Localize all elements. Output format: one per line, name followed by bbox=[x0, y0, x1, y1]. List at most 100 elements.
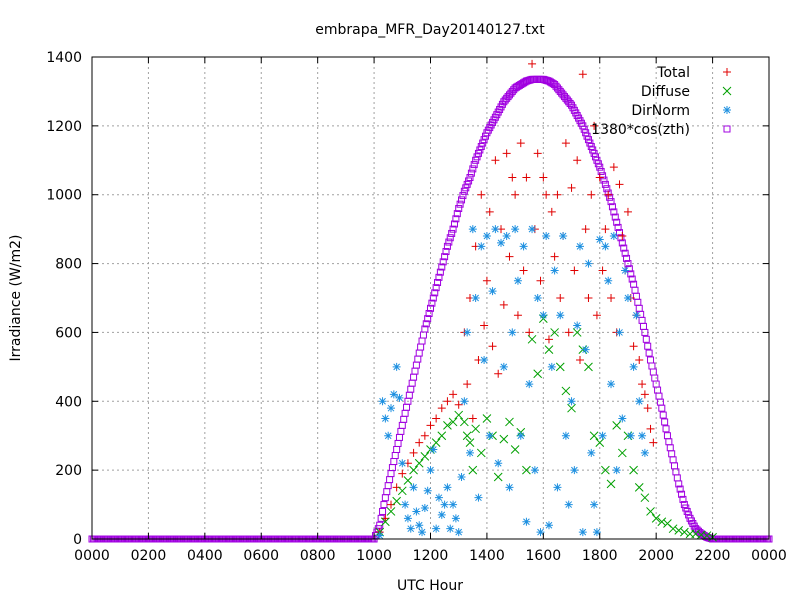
data-point bbox=[406, 524, 415, 533]
envelope-point bbox=[676, 485, 684, 493]
data-point bbox=[491, 225, 500, 234]
envelope-point bbox=[452, 215, 460, 223]
data-point bbox=[409, 465, 418, 475]
data-point bbox=[618, 232, 627, 241]
envelope-point bbox=[647, 356, 655, 364]
envelope-point bbox=[445, 238, 453, 246]
x-tick-label: 0000 bbox=[74, 548, 110, 564]
envelope-point bbox=[608, 203, 616, 211]
envelope-point bbox=[671, 462, 679, 470]
data-point bbox=[629, 362, 638, 371]
data-point bbox=[471, 424, 480, 434]
data-point bbox=[460, 397, 469, 406]
data-point bbox=[491, 156, 500, 165]
legend: Total Diffuse DirNorm 1380*cos(zth) bbox=[591, 65, 732, 138]
envelope-point bbox=[627, 270, 635, 278]
envelope-point bbox=[610, 208, 618, 216]
data-point bbox=[494, 369, 503, 378]
data-point bbox=[640, 493, 650, 503]
envelope-point bbox=[597, 167, 605, 175]
data-point bbox=[581, 225, 590, 234]
envelope-point bbox=[624, 260, 632, 268]
envelope-point bbox=[421, 325, 429, 333]
y-tick-label: 800 bbox=[55, 257, 82, 273]
data-point bbox=[570, 466, 579, 475]
envelope-point bbox=[395, 433, 403, 441]
envelope-point bbox=[603, 185, 611, 193]
envelope-point bbox=[621, 249, 629, 257]
data-point bbox=[556, 294, 565, 302]
axis-ticks bbox=[91, 56, 770, 540]
envelope-point bbox=[405, 391, 413, 399]
data-point bbox=[651, 513, 661, 523]
data-point bbox=[533, 294, 542, 302]
data-point bbox=[589, 431, 599, 441]
data-point bbox=[412, 507, 421, 516]
data-point bbox=[499, 300, 508, 309]
envelope-point bbox=[673, 474, 681, 482]
data-point bbox=[570, 266, 579, 275]
envelope-point bbox=[412, 361, 420, 369]
data-point bbox=[437, 431, 447, 441]
data-point bbox=[680, 527, 689, 537]
data-point bbox=[584, 259, 593, 268]
data-point bbox=[550, 252, 559, 261]
data-point bbox=[423, 486, 432, 495]
data-point bbox=[508, 173, 517, 182]
envelope-point bbox=[415, 349, 423, 357]
data-point bbox=[544, 335, 553, 344]
envelope-point bbox=[442, 248, 450, 256]
envelope-point bbox=[649, 368, 657, 376]
data-point bbox=[449, 390, 458, 399]
data-point bbox=[392, 496, 402, 506]
series-2 bbox=[375, 225, 649, 540]
data-point bbox=[403, 476, 413, 485]
data-point bbox=[533, 149, 542, 158]
envelope-point bbox=[438, 263, 446, 271]
data-point bbox=[634, 483, 644, 492]
data-point bbox=[578, 70, 587, 79]
envelope-point bbox=[651, 374, 659, 382]
data-point bbox=[601, 465, 610, 475]
legend-marker bbox=[723, 68, 731, 76]
envelope-point bbox=[390, 458, 398, 466]
legend-label: DirNorm bbox=[631, 103, 690, 119]
data-point bbox=[420, 504, 429, 513]
envelope-point bbox=[656, 398, 664, 406]
data-point bbox=[462, 431, 472, 441]
data-point bbox=[519, 242, 528, 251]
envelope-point bbox=[661, 418, 669, 426]
data-point bbox=[573, 156, 582, 165]
data-point bbox=[488, 342, 497, 351]
data-point bbox=[522, 173, 531, 182]
data-point bbox=[437, 404, 446, 413]
y-tick-label: 0 bbox=[73, 532, 82, 548]
x-tick-label: 1000 bbox=[356, 548, 392, 564]
envelope-point bbox=[458, 196, 466, 204]
data-point bbox=[420, 452, 430, 461]
data-point bbox=[530, 466, 539, 475]
y-tick-label: 200 bbox=[55, 463, 82, 479]
envelope-point bbox=[411, 367, 419, 375]
envelope-point bbox=[600, 176, 608, 184]
data-point bbox=[623, 294, 632, 302]
envelope-point bbox=[397, 427, 405, 435]
data-point bbox=[505, 417, 514, 427]
envelope-point bbox=[631, 286, 639, 294]
envelope-point bbox=[666, 444, 674, 452]
envelope-point bbox=[662, 425, 670, 433]
data-point bbox=[528, 225, 537, 234]
data-point bbox=[646, 424, 655, 433]
data-point bbox=[547, 362, 556, 371]
data-point bbox=[485, 431, 494, 440]
data-point bbox=[519, 266, 528, 275]
data-point bbox=[476, 448, 486, 458]
y-tick-label: 1200 bbox=[46, 119, 82, 135]
data-point bbox=[612, 421, 622, 430]
data-point bbox=[578, 528, 587, 537]
data-point bbox=[397, 486, 407, 496]
envelope-point bbox=[428, 299, 436, 307]
envelope-point bbox=[642, 335, 650, 343]
envelope-point bbox=[455, 204, 463, 212]
envelope-point bbox=[407, 385, 415, 393]
